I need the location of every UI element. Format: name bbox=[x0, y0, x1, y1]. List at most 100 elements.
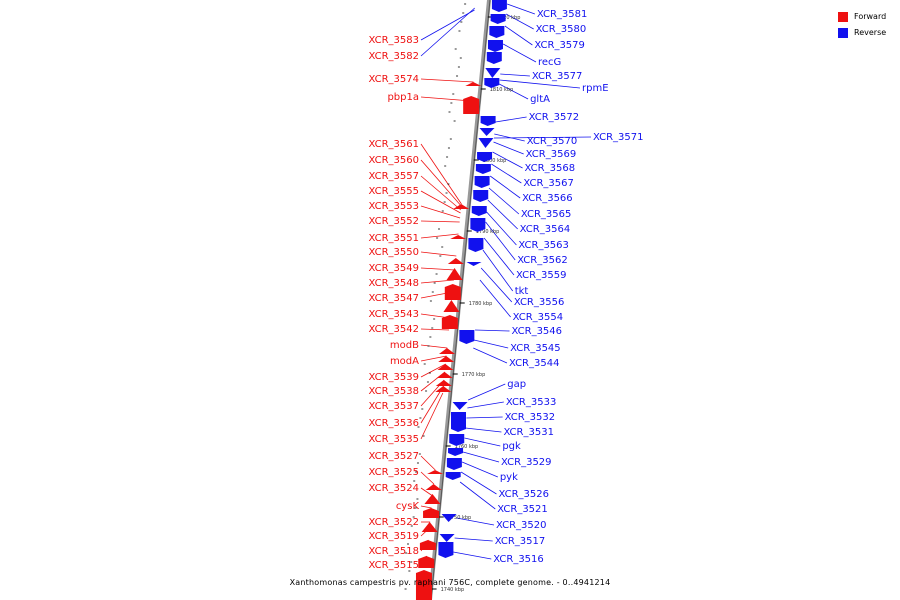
reverse-gene-label: XCR_3556 bbox=[514, 297, 565, 308]
reverse-label-connector bbox=[493, 136, 592, 139]
reverse-swatch bbox=[838, 27, 848, 38]
tick-label: 1790 kbp bbox=[476, 229, 500, 235]
reverse-gene-label: XCR_3559 bbox=[516, 270, 567, 281]
forward-gene-label: XCR_3561 bbox=[368, 139, 419, 150]
reverse-label-connector bbox=[505, 13, 534, 30]
forward-gene-label: XCR_3542 bbox=[368, 324, 419, 335]
gene-features bbox=[404, 0, 507, 600]
legend-forward-label: Forward bbox=[854, 12, 887, 21]
tick-label: 1750 kbp bbox=[448, 515, 472, 521]
forward-gene-label: XCR_3583 bbox=[368, 35, 419, 46]
forward-label-connector bbox=[420, 78, 474, 83]
forward-label-connector bbox=[420, 363, 446, 378]
forward-label-connector bbox=[420, 143, 462, 205]
forward-label-connector bbox=[420, 455, 436, 471]
forward-gene-block bbox=[438, 356, 455, 362]
reverse-label-connector bbox=[482, 249, 514, 292]
forward-label-connector bbox=[420, 385, 444, 424]
reverse-gene-block bbox=[448, 448, 464, 456]
forward-gene-block bbox=[465, 82, 482, 86]
kbp-tick-marks: 1820 kbp 1810 kbp 1800 kbp 1790 kbp 1780 kbp… bbox=[431, 15, 521, 593]
forward-gene-label: XCR_3551 bbox=[368, 233, 419, 244]
forward-gene-label: XCR_3527 bbox=[368, 451, 419, 462]
reverse-label-connector bbox=[461, 461, 498, 478]
forward-gene-label: XCR_3539 bbox=[368, 372, 419, 383]
forward-gene-block bbox=[441, 315, 458, 329]
reverse-gene-label: XCR_3526 bbox=[498, 489, 549, 500]
tick-label: 1800 kbp bbox=[483, 158, 507, 164]
forward-gene-block bbox=[415, 570, 432, 600]
forward-gene-block bbox=[450, 235, 467, 239]
reverse-gene-label: XCR_3532 bbox=[505, 412, 556, 423]
reverse-gene-block bbox=[449, 434, 465, 446]
label-connector-lines bbox=[420, 3, 592, 566]
reverse-gene-label: XCR_3545 bbox=[510, 343, 561, 354]
reverse-label-connector bbox=[473, 339, 509, 349]
reverse-label-connector bbox=[453, 551, 492, 560]
reverse-label-connector bbox=[493, 141, 524, 155]
forward-gene-label: XCR_3537 bbox=[368, 401, 419, 412]
tick-label: 1760 kbp bbox=[455, 444, 479, 450]
reverse-label-connector bbox=[462, 451, 500, 463]
forward-gene-label: XCR_3519 bbox=[368, 531, 419, 542]
reverse-gene-label: XCR_3554 bbox=[513, 312, 564, 323]
forward-gene-label: XCR_3548 bbox=[368, 278, 419, 289]
reverse-gene-block bbox=[489, 26, 505, 38]
reverse-gene-block bbox=[491, 0, 507, 12]
tick-label: 1740 kbp bbox=[441, 587, 465, 593]
forward-gene-label: XCR_3574 bbox=[368, 74, 419, 85]
forward-gene-label: XCR_3553 bbox=[368, 201, 419, 212]
forward-gene-block bbox=[425, 484, 442, 490]
forward-gene-block bbox=[443, 300, 460, 312]
forward-label-connector bbox=[420, 328, 450, 331]
reverse-label-connector bbox=[489, 175, 521, 199]
forward-gene-label: XCR_3538 bbox=[368, 386, 419, 397]
forward-label-connector bbox=[420, 471, 435, 485]
forward-gene-label: XCR_3550 bbox=[368, 247, 419, 258]
reverse-gene-label: XCR_3580 bbox=[536, 24, 587, 35]
forward-gene-block bbox=[446, 268, 463, 280]
reverse-gene-block bbox=[486, 52, 502, 64]
reverse-gene-label: XCR_3579 bbox=[534, 40, 585, 51]
reverse-label-connector bbox=[485, 221, 516, 261]
reverse-gene-block bbox=[451, 412, 467, 432]
reverse-gene-label: tkt bbox=[515, 286, 529, 297]
reverse-gene-label: XCR_3581 bbox=[537, 9, 588, 20]
forward-gene-label: XCR_3582 bbox=[368, 51, 419, 62]
forward-label-connector bbox=[420, 233, 459, 239]
reverse-gene-label: XCR_3546 bbox=[512, 326, 563, 337]
reverse-gene-block bbox=[473, 190, 489, 202]
forward-gene-label: cysK bbox=[396, 501, 420, 512]
legend-reverse: Reverse bbox=[838, 25, 900, 40]
forward-label-connector bbox=[420, 7, 475, 57]
forward-gene-block bbox=[418, 556, 435, 568]
reverse-gene-block bbox=[475, 164, 491, 174]
legend: Forward Reverse bbox=[838, 9, 900, 41]
reverse-label-connector bbox=[491, 163, 522, 184]
reverse-label-connector bbox=[473, 347, 508, 364]
reverse-gene-label: XCR_3566 bbox=[522, 193, 573, 204]
reverse-gene-block bbox=[446, 458, 462, 470]
forward-gene-block bbox=[423, 508, 440, 518]
forward-swatch bbox=[838, 11, 848, 22]
reverse-gene-label: XCR_3567 bbox=[523, 178, 574, 189]
forward-gene-label: XCR_3515 bbox=[368, 560, 419, 571]
forward-label-connector bbox=[420, 279, 455, 284]
figure-caption: Xanthomonas campestris pv. raphani 756C,… bbox=[289, 578, 611, 587]
forward-gene-label: XCR_3552 bbox=[368, 216, 419, 227]
forward-gene-block bbox=[463, 96, 480, 114]
forward-gene-block bbox=[435, 386, 452, 392]
forward-gene-block bbox=[444, 284, 461, 300]
forward-gene-label: XCR_3547 bbox=[368, 293, 419, 304]
tick-label: 1820 kbp bbox=[497, 15, 521, 21]
reverse-gene-block bbox=[474, 176, 490, 188]
reverse-label-connector bbox=[499, 83, 529, 100]
forward-label-connector bbox=[420, 220, 460, 223]
reverse-gene-label: XCR_3571 bbox=[593, 132, 644, 143]
reverse-gene-block bbox=[490, 14, 506, 24]
reverse-gene-label: rpmE bbox=[582, 83, 609, 94]
forward-gene-block bbox=[421, 522, 438, 532]
forward-label-connector bbox=[420, 251, 457, 257]
forward-gene-block bbox=[435, 380, 452, 386]
